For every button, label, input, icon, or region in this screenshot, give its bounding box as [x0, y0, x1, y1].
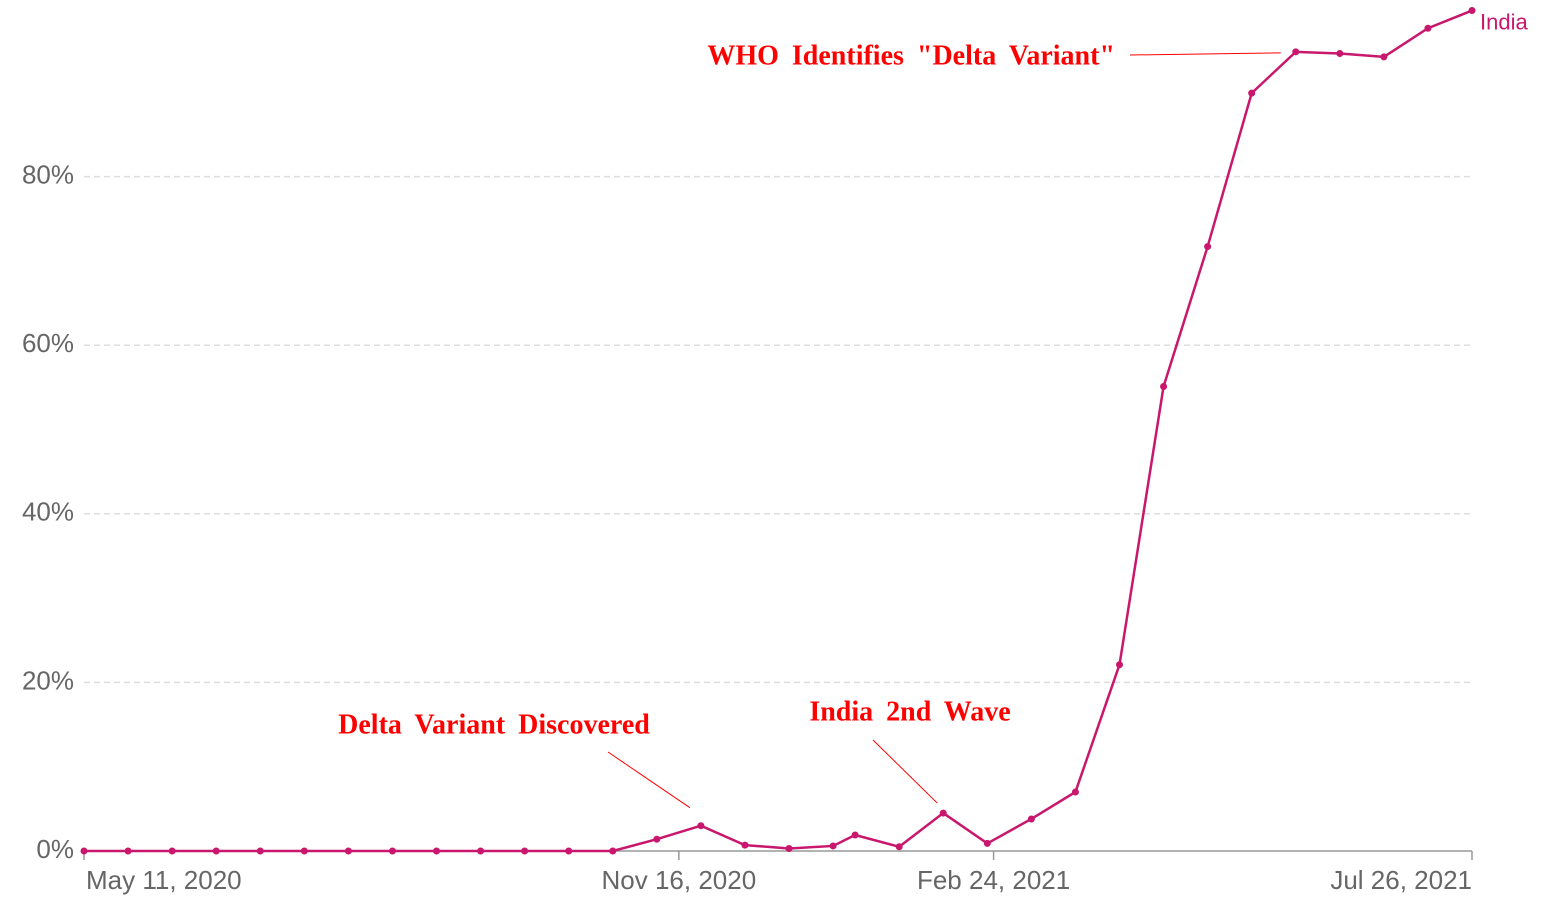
point	[168, 847, 176, 855]
point	[1115, 661, 1123, 669]
point	[785, 844, 793, 852]
point	[477, 847, 485, 855]
y-tick-label: 40%	[22, 497, 74, 527]
x-tick-label: Feb 24, 2021	[917, 865, 1070, 895]
point	[741, 841, 749, 849]
point	[1027, 815, 1035, 823]
y-tick-label: 80%	[22, 159, 74, 189]
point	[433, 847, 441, 855]
series-label: India	[1480, 9, 1528, 34]
point	[344, 847, 352, 855]
point	[1380, 53, 1388, 61]
point	[1292, 48, 1300, 56]
line	[84, 9, 1473, 853]
point	[521, 847, 529, 855]
point	[697, 822, 705, 830]
point	[1204, 243, 1212, 251]
point	[212, 847, 220, 855]
point	[1468, 7, 1476, 15]
point	[609, 847, 617, 855]
annotation: Delta Variant Discovered	[338, 709, 650, 740]
point	[939, 809, 947, 817]
y-tick-label: 0%	[36, 834, 74, 864]
point	[1071, 788, 1079, 796]
point	[565, 847, 573, 855]
y-tick-label: 20%	[22, 665, 74, 695]
point	[829, 842, 837, 850]
point	[124, 847, 132, 855]
point	[80, 847, 88, 855]
annotation-connector	[607, 751, 691, 809]
point	[653, 835, 661, 843]
point	[851, 831, 859, 839]
point	[983, 839, 991, 847]
point	[300, 847, 308, 855]
y-tick-label: 60%	[22, 328, 74, 358]
annotation: WHO Identifies "Delta Variant"	[707, 40, 1115, 71]
annotation-connector	[872, 739, 938, 804]
point	[1160, 383, 1168, 391]
point	[895, 843, 903, 851]
x-tick-label: May 11, 2020	[86, 865, 242, 895]
x-tick-label: Nov 16, 2020	[602, 865, 757, 895]
point	[256, 847, 264, 855]
point	[1248, 89, 1256, 97]
annotation: India 2nd Wave	[809, 696, 1010, 727]
x-tick-label: Jul 26, 2021	[1330, 865, 1472, 895]
annotation-connector	[1129, 52, 1281, 56]
point	[1424, 24, 1432, 32]
point	[388, 847, 396, 855]
point	[1336, 50, 1344, 58]
